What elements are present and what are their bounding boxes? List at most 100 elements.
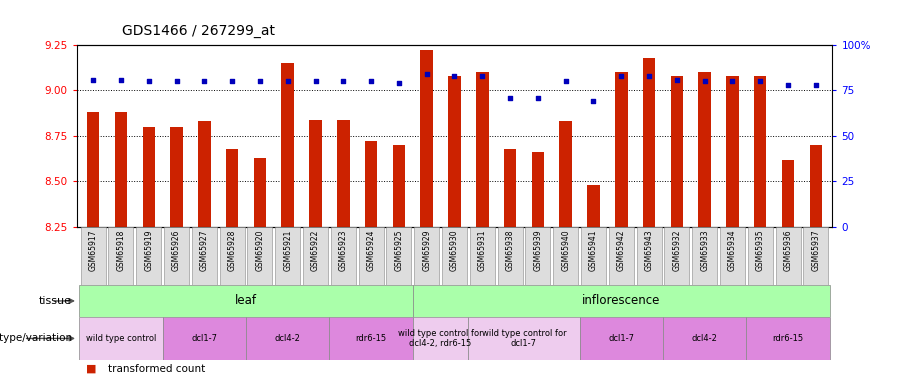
- Bar: [698, 72, 711, 227]
- Text: GSM65935: GSM65935: [756, 230, 765, 272]
- Text: GSM65938: GSM65938: [506, 230, 515, 271]
- Bar: [526, 227, 551, 285]
- Bar: [580, 317, 663, 360]
- Bar: [338, 120, 349, 227]
- Text: ■: ■: [86, 364, 96, 374]
- Bar: [746, 317, 830, 360]
- Bar: [254, 158, 266, 227]
- Bar: [246, 317, 329, 360]
- Point: [364, 78, 378, 84]
- Text: GSM65940: GSM65940: [562, 230, 571, 272]
- Point: [475, 73, 490, 79]
- Point: [559, 78, 573, 84]
- Text: GSM65925: GSM65925: [394, 230, 403, 271]
- Bar: [114, 112, 127, 227]
- Point: [225, 78, 239, 84]
- Bar: [413, 285, 830, 317]
- Text: wild type control for
dcl1-7: wild type control for dcl1-7: [482, 329, 566, 348]
- Bar: [608, 227, 634, 285]
- Point: [781, 82, 796, 88]
- Text: rdr6-15: rdr6-15: [356, 334, 387, 343]
- Point: [113, 76, 128, 82]
- Text: GSM65927: GSM65927: [200, 230, 209, 271]
- Point: [531, 95, 545, 101]
- Bar: [748, 227, 773, 285]
- Bar: [476, 72, 489, 227]
- Bar: [192, 227, 217, 285]
- Point: [309, 78, 323, 84]
- Text: transformed count: transformed count: [108, 364, 205, 374]
- Bar: [804, 227, 828, 285]
- Point: [86, 76, 101, 82]
- Point: [670, 76, 684, 82]
- Text: GSM65924: GSM65924: [366, 230, 375, 271]
- Point: [281, 78, 295, 84]
- Text: genotype/variation: genotype/variation: [0, 333, 72, 344]
- Bar: [470, 227, 495, 285]
- Text: GSM65929: GSM65929: [422, 230, 431, 271]
- Point: [698, 78, 712, 84]
- Bar: [504, 148, 517, 227]
- Point: [197, 78, 211, 84]
- Bar: [81, 227, 105, 285]
- Bar: [754, 76, 767, 227]
- Text: GSM65928: GSM65928: [228, 230, 237, 271]
- Bar: [198, 122, 211, 227]
- Bar: [810, 145, 822, 227]
- Bar: [692, 227, 717, 285]
- Text: GSM65923: GSM65923: [338, 230, 347, 271]
- Text: GSM65941: GSM65941: [589, 230, 598, 271]
- Point: [253, 78, 267, 84]
- Text: dcl1-7: dcl1-7: [608, 334, 634, 343]
- Point: [503, 95, 517, 101]
- Text: wild type control: wild type control: [86, 334, 157, 343]
- Point: [141, 78, 156, 84]
- Text: GDS1466 / 267299_at: GDS1466 / 267299_at: [122, 24, 274, 38]
- Text: GSM65930: GSM65930: [450, 230, 459, 272]
- Bar: [587, 185, 599, 227]
- Bar: [163, 317, 246, 360]
- Point: [753, 78, 768, 84]
- Bar: [87, 112, 99, 227]
- Bar: [358, 227, 383, 285]
- Bar: [726, 76, 739, 227]
- Bar: [670, 76, 683, 227]
- Text: inflorescence: inflorescence: [582, 294, 661, 307]
- Bar: [109, 227, 133, 285]
- Text: dcl1-7: dcl1-7: [192, 334, 218, 343]
- Point: [586, 98, 600, 104]
- Bar: [79, 285, 413, 317]
- Bar: [776, 227, 800, 285]
- Bar: [782, 160, 795, 227]
- Text: GSM65918: GSM65918: [116, 230, 125, 271]
- Text: wild type control for
dcl4-2, rdr6-15: wild type control for dcl4-2, rdr6-15: [399, 329, 483, 348]
- Bar: [498, 227, 523, 285]
- Point: [808, 82, 823, 88]
- Bar: [170, 127, 183, 227]
- Bar: [615, 72, 627, 227]
- Bar: [282, 63, 294, 227]
- Bar: [442, 227, 467, 285]
- Bar: [136, 227, 161, 285]
- Text: GSM65943: GSM65943: [644, 230, 653, 272]
- Bar: [663, 317, 746, 360]
- Bar: [468, 317, 580, 360]
- Text: GSM65917: GSM65917: [89, 230, 98, 271]
- Text: GSM65933: GSM65933: [700, 230, 709, 272]
- Text: rdr6-15: rdr6-15: [772, 334, 804, 343]
- Text: leaf: leaf: [235, 294, 257, 307]
- Text: GSM65919: GSM65919: [144, 230, 153, 271]
- Bar: [554, 227, 578, 285]
- Text: dcl4-2: dcl4-2: [692, 334, 717, 343]
- Bar: [226, 148, 239, 227]
- Bar: [331, 227, 356, 285]
- Text: GSM65936: GSM65936: [784, 230, 793, 272]
- Bar: [79, 317, 163, 360]
- Bar: [532, 152, 544, 227]
- Text: GSM65926: GSM65926: [172, 230, 181, 271]
- Text: GSM65939: GSM65939: [534, 230, 543, 272]
- Point: [392, 80, 406, 86]
- Bar: [636, 227, 662, 285]
- Text: dcl4-2: dcl4-2: [274, 334, 301, 343]
- Text: GSM65937: GSM65937: [811, 230, 820, 272]
